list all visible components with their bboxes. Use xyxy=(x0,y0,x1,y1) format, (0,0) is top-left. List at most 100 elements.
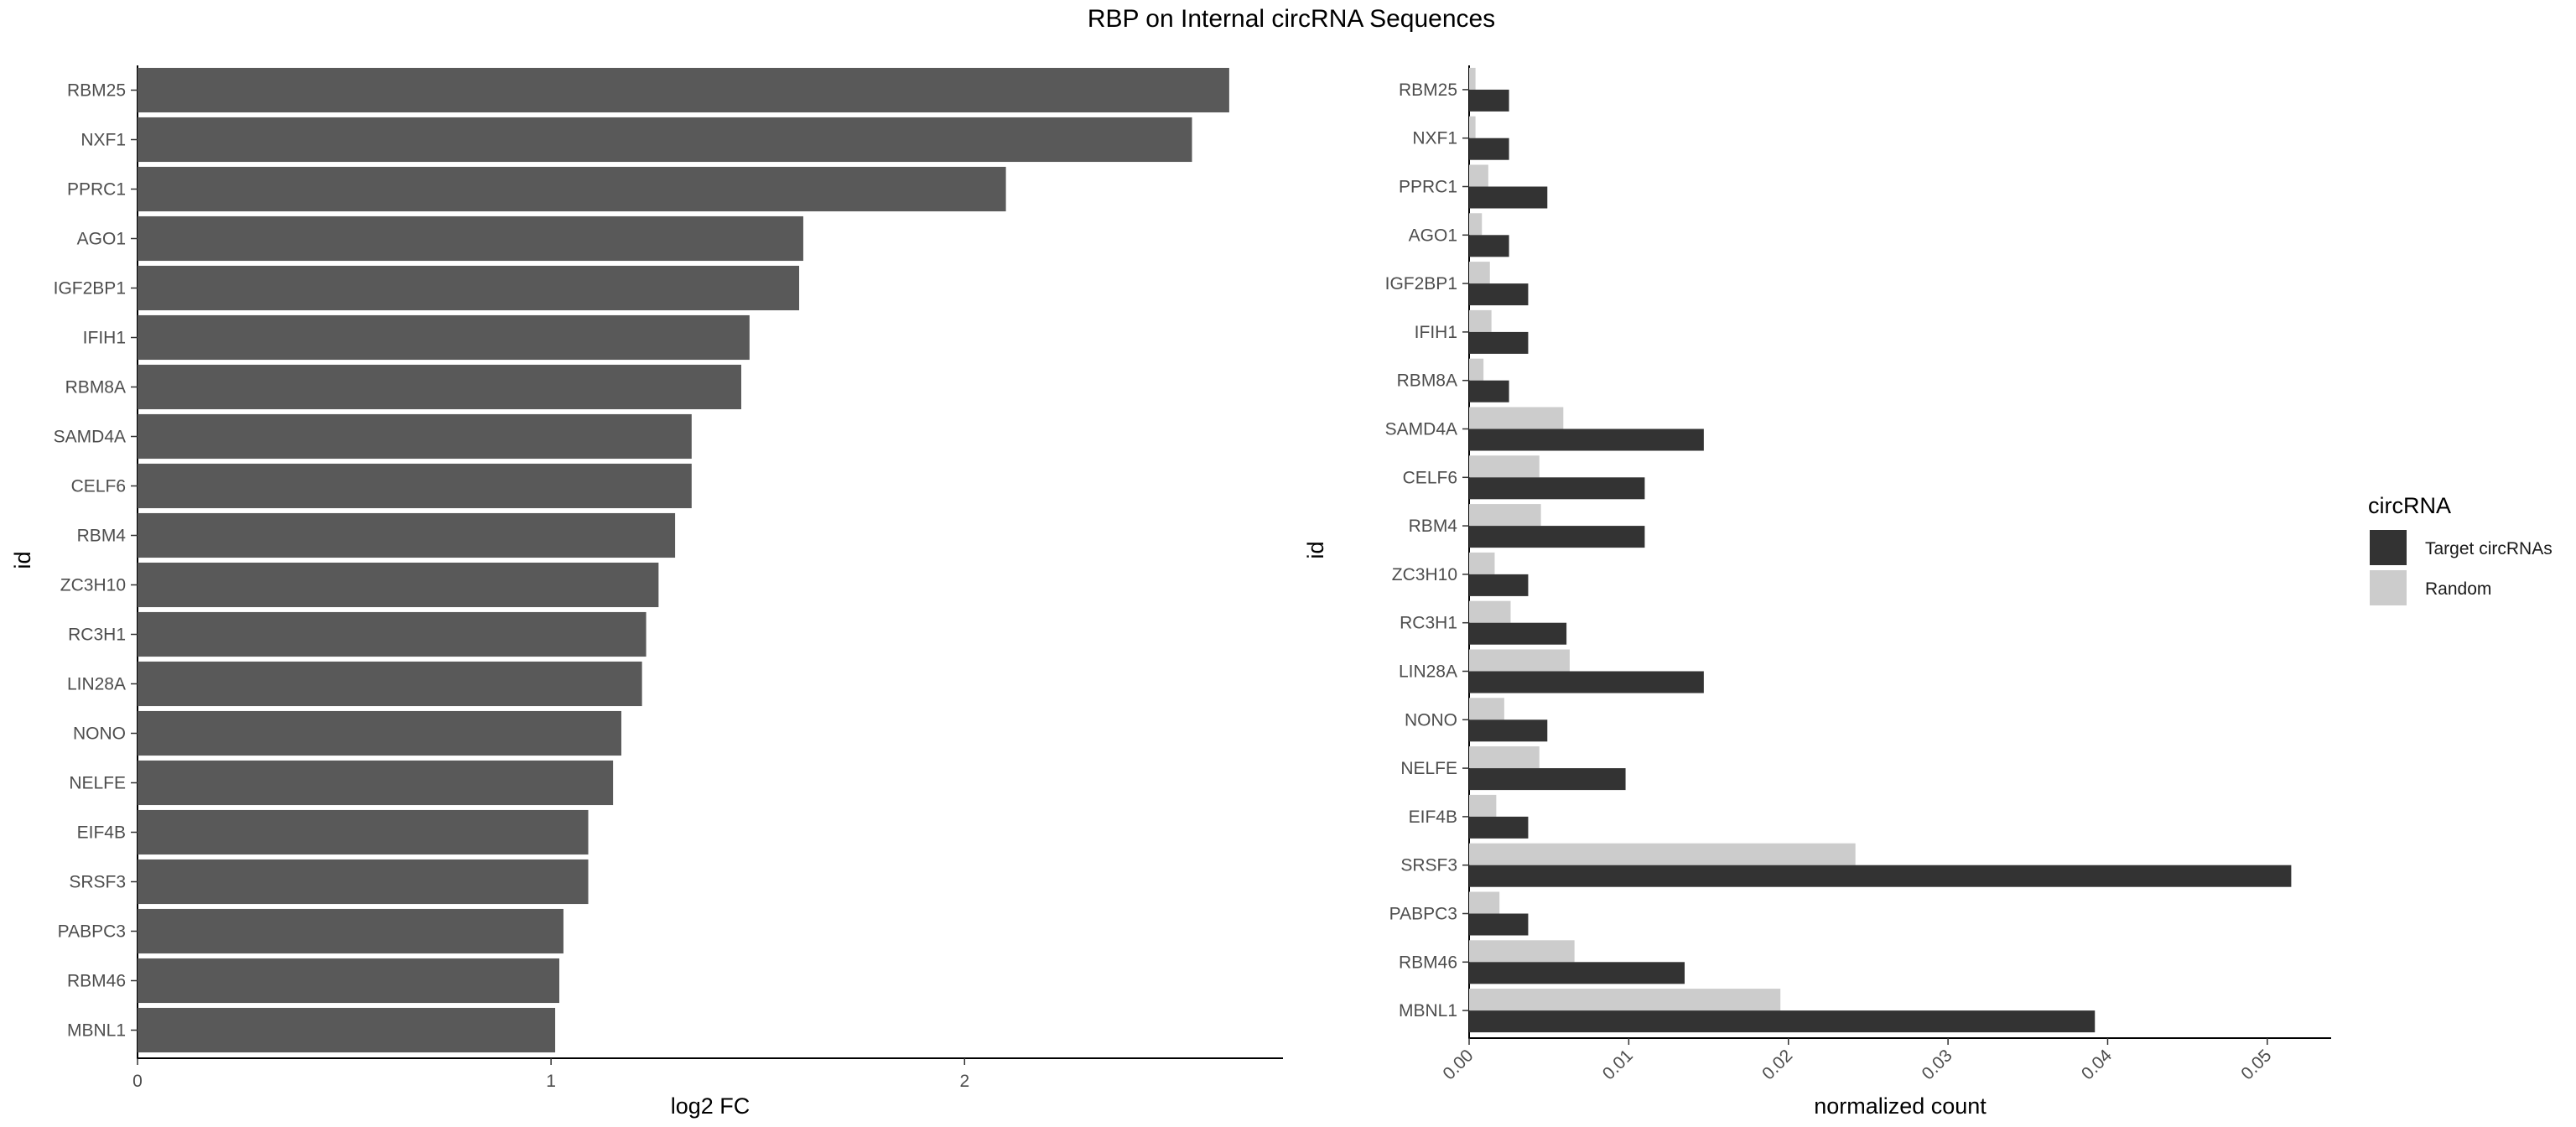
bar-target-circrnas xyxy=(1469,865,2292,887)
y-tick-label: PPRC1 xyxy=(67,180,126,200)
y-tick-label: NONO xyxy=(1405,710,1457,730)
x-axis-title: normalized count xyxy=(1814,1093,1987,1119)
bar-log2fc xyxy=(138,611,647,657)
bar-target-circrnas xyxy=(1469,138,1509,160)
y-tick-label: RC3H1 xyxy=(68,626,126,645)
bar-random xyxy=(1469,407,1564,429)
bar-target-circrnas xyxy=(1469,186,1548,209)
bar-log2fc xyxy=(138,463,692,509)
bar-target-circrnas xyxy=(1469,331,1529,354)
bar-random xyxy=(1469,358,1484,381)
y-tick-label: CELF6 xyxy=(71,477,126,496)
bar-log2fc xyxy=(138,216,803,262)
y-tick-label: RC3H1 xyxy=(1400,614,1457,633)
bar-log2fc xyxy=(138,562,659,608)
bar-target-circrnas xyxy=(1469,913,1529,936)
y-tick-label: NXF1 xyxy=(80,131,126,150)
y-tick-label: IGF2BP1 xyxy=(1385,274,1457,293)
y-tick-label: MBNL1 xyxy=(67,1021,126,1041)
bar-target-circrnas xyxy=(1469,816,1529,839)
y-tick-label: ZC3H10 xyxy=(1392,565,1457,584)
bar-log2fc xyxy=(138,413,692,460)
bar-log2fc xyxy=(138,908,564,954)
bar-random xyxy=(1469,504,1541,527)
bar-log2fc xyxy=(138,661,642,707)
x-tick-label: 2 xyxy=(959,1072,969,1091)
y-tick-label: RBM8A xyxy=(1397,371,1457,391)
x-tick-label: 0.05 xyxy=(2237,1046,2275,1083)
y-tick-label: IGF2BP1 xyxy=(54,279,126,299)
y-axis-title: id xyxy=(10,551,35,569)
y-tick-label: LIN28A xyxy=(67,675,126,694)
legend: circRNA Target circRNAs Random xyxy=(2368,493,2553,605)
y-tick-label: IFIH1 xyxy=(83,329,126,348)
bar-random xyxy=(1469,309,1492,332)
bar-target-circrnas xyxy=(1469,1010,2096,1033)
x-tick-label: 0 xyxy=(132,1072,143,1091)
bar-random xyxy=(1469,794,1497,817)
y-tick-label: CELF6 xyxy=(1403,468,1457,487)
y-tick-label: LIN28A xyxy=(1399,662,1457,682)
x-tick-label: 0.02 xyxy=(1758,1046,1796,1083)
y-tick-label: SAMD4A xyxy=(54,428,126,447)
normalized-count-bar-panel: RBM25 NXF1 PPRC1 AGO1 IGF2BP1 IFIH1 RBM8A SAMD4… xyxy=(1303,65,2331,1119)
x-tick-label: 1 xyxy=(546,1072,556,1091)
bar-random xyxy=(1469,262,1490,284)
bar-log2fc xyxy=(138,710,621,756)
y-axis-title: id xyxy=(1303,541,1328,558)
bar-random xyxy=(1469,746,1540,769)
y-tick-label: RBM25 xyxy=(1399,80,1457,100)
bar-target-circrnas xyxy=(1469,283,1529,306)
y-tick-label: AGO1 xyxy=(77,230,126,249)
y-tick-label: PABPC3 xyxy=(58,922,126,942)
bar-random xyxy=(1469,989,1781,1011)
x-tick-label: 0.03 xyxy=(1918,1046,1955,1083)
y-tick-label: NELFE xyxy=(1400,759,1457,778)
y-tick-label: RBM4 xyxy=(77,527,127,546)
bar-target-circrnas xyxy=(1469,962,1685,984)
y-tick-label: MBNL1 xyxy=(1399,1001,1457,1021)
bar-random xyxy=(1469,552,1495,574)
y-tick-label: PPRC1 xyxy=(1399,178,1457,197)
y-tick-label: EIF4B xyxy=(1409,808,1457,827)
y-tick-label: RBM8A xyxy=(65,378,126,397)
y-tick-label: NXF1 xyxy=(1412,129,1457,148)
bar-target-circrnas xyxy=(1469,235,1509,257)
bar-target-circrnas xyxy=(1469,380,1509,402)
y-tick-label: PABPC3 xyxy=(1389,905,1457,924)
chart-title: RBP on Internal circRNA Sequences xyxy=(1088,5,1495,33)
bar-target-circrnas xyxy=(1469,428,1704,451)
log2fc-bar-panel: RBM25 NXF1 PPRC1 AGO1 IGF2BP1 IFIH1 RBM8A SAMD4… xyxy=(10,65,1283,1119)
bar-log2fc xyxy=(138,859,589,905)
bar-target-circrnas xyxy=(1469,526,1645,548)
bar-random xyxy=(1469,164,1488,187)
y-tick-label: RBM4 xyxy=(1409,517,1458,536)
y-tick-label: RBM46 xyxy=(67,972,126,991)
bar-log2fc xyxy=(138,512,676,558)
x-axis-title: log2 FC xyxy=(671,1093,750,1119)
y-tick-label: EIF4B xyxy=(77,823,126,843)
bar-target-circrnas xyxy=(1469,719,1548,742)
bar-target-circrnas xyxy=(1469,574,1529,596)
bar-log2fc xyxy=(138,364,741,410)
bar-random xyxy=(1469,891,1500,914)
bar-log2fc xyxy=(138,314,750,361)
bar-log2fc xyxy=(138,958,560,1004)
bar-random xyxy=(1469,67,1476,90)
bar-log2fc xyxy=(138,760,614,806)
legend-title: circRNA xyxy=(2368,493,2451,518)
y-tick-label: SRSF3 xyxy=(69,873,126,892)
x-tick-label: 0.04 xyxy=(2078,1046,2116,1083)
bar-random xyxy=(1469,698,1504,720)
bar-random xyxy=(1469,455,1540,478)
legend-swatch xyxy=(2370,530,2407,565)
y-tick-label: AGO1 xyxy=(1409,226,1457,245)
y-tick-label: ZC3H10 xyxy=(60,576,126,595)
bar-log2fc xyxy=(138,265,800,311)
bar-log2fc xyxy=(138,1007,556,1053)
bar-random xyxy=(1469,600,1511,623)
bar-random xyxy=(1469,843,1856,865)
bar-log2fc xyxy=(138,166,1006,212)
